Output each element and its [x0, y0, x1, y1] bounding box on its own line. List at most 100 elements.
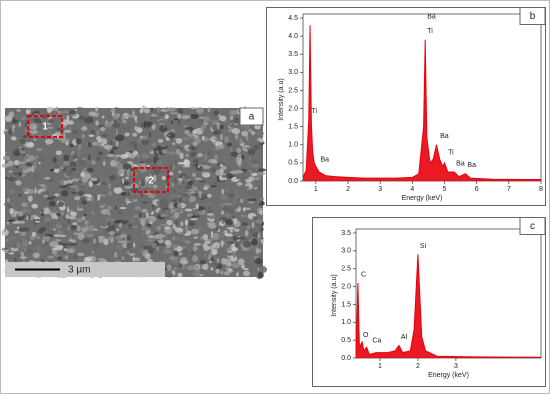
- grain: [78, 160, 86, 166]
- grain: [196, 184, 204, 192]
- grain: [255, 177, 260, 181]
- grain: [161, 214, 166, 217]
- grain: [187, 181, 193, 186]
- grain: [227, 250, 233, 253]
- grain: [254, 219, 264, 224]
- grain: [21, 117, 26, 120]
- grain: [228, 192, 236, 198]
- grain: [257, 208, 260, 215]
- grain: [190, 146, 195, 151]
- grain: [242, 176, 246, 180]
- grain: [107, 236, 113, 241]
- grain: [46, 106, 54, 112]
- grain: [102, 182, 107, 185]
- grain: [166, 264, 172, 272]
- grain: [156, 200, 163, 206]
- grain: [168, 256, 178, 260]
- grain: [13, 257, 17, 263]
- grain: [115, 162, 123, 170]
- grain: [186, 213, 194, 217]
- grain: [91, 210, 95, 215]
- grain: [220, 133, 223, 141]
- grain: [112, 184, 121, 188]
- grain: [207, 218, 211, 221]
- grain: [1, 229, 9, 237]
- y-tick-label: 4.5: [288, 15, 298, 22]
- grain: [220, 270, 224, 275]
- grain: [214, 220, 220, 227]
- grain: [231, 247, 238, 252]
- grain: [66, 179, 73, 184]
- grain: [160, 223, 167, 227]
- grain: [231, 199, 237, 205]
- grain: [206, 193, 212, 198]
- grain: [225, 255, 232, 261]
- grain: [91, 251, 94, 254]
- spectrum-line: [302, 25, 541, 181]
- grain: [38, 228, 44, 234]
- grain: [182, 229, 188, 234]
- grain: [207, 151, 212, 157]
- grain: [192, 173, 196, 177]
- grain: [34, 187, 37, 194]
- grain: [58, 234, 67, 237]
- x-axis-label: Energy (keV): [402, 195, 443, 202]
- grain: [134, 205, 141, 211]
- grain: [61, 223, 69, 228]
- grain: [140, 179, 146, 187]
- grain: [250, 130, 256, 136]
- grain: [211, 249, 218, 255]
- grain: [113, 220, 121, 224]
- grain: [215, 169, 222, 176]
- grain: [88, 134, 95, 138]
- grain: [141, 228, 151, 231]
- grain: [162, 249, 172, 254]
- grain: [55, 131, 62, 137]
- grain: [7, 198, 10, 203]
- grain: [185, 184, 193, 190]
- panel-label-box: [519, 217, 546, 235]
- grain: [160, 111, 164, 116]
- grain: [65, 141, 69, 146]
- grain: [89, 248, 94, 251]
- y-tick-label: 3.5: [341, 230, 351, 237]
- grain: [201, 135, 205, 141]
- grain: [140, 140, 150, 144]
- grain: [119, 206, 127, 210]
- grain: [100, 126, 106, 132]
- grain: [223, 202, 233, 206]
- grain: [107, 134, 112, 139]
- grain: [73, 232, 81, 236]
- grain: [2, 155, 11, 161]
- grain: [60, 119, 70, 126]
- grain: [21, 238, 26, 241]
- grain: [102, 224, 106, 228]
- grain: [120, 240, 128, 244]
- grain: [108, 212, 111, 216]
- grain: [61, 110, 69, 114]
- grain: [81, 176, 89, 183]
- grain: [200, 235, 204, 241]
- grain: [16, 109, 21, 112]
- grain: [219, 163, 224, 168]
- grain: [232, 235, 239, 241]
- grain: [21, 172, 26, 178]
- grain: [183, 159, 191, 167]
- grain: [49, 168, 56, 172]
- grain: [57, 220, 62, 227]
- grain: [252, 216, 258, 221]
- grain: [122, 120, 127, 124]
- grain: [14, 252, 21, 258]
- grain: [91, 141, 101, 146]
- grain: [120, 153, 129, 159]
- grain: [20, 147, 25, 151]
- grain: [241, 130, 249, 137]
- grain: [48, 200, 56, 207]
- grain: [244, 229, 249, 237]
- grain: [46, 247, 54, 255]
- grain: [257, 271, 264, 279]
- grain: [91, 160, 96, 165]
- grain: [53, 168, 60, 174]
- grain: [123, 126, 131, 131]
